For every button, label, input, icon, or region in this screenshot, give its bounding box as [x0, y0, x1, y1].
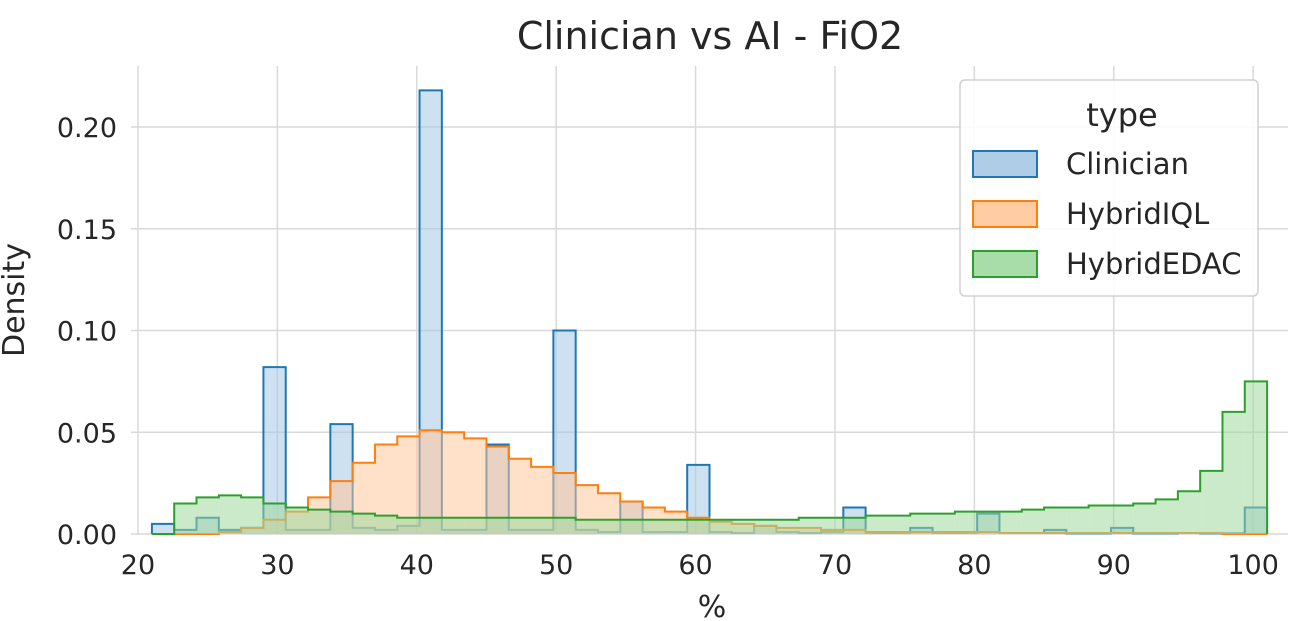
bar-hybridedac [620, 519, 643, 534]
legend-label: HybridIQL [1066, 197, 1209, 231]
bar-hybridedac [1133, 503, 1156, 534]
y-tick-label: 0.20 [57, 113, 117, 144]
x-axis-label: % [698, 590, 727, 621]
bar-hybridedac [1244, 381, 1268, 534]
bar-hybridedac [1066, 507, 1089, 534]
legend-label: Clinician [1066, 147, 1189, 181]
x-tick-label: 80 [957, 550, 991, 581]
bar-clinician [687, 464, 710, 534]
bar-hybridedac [999, 511, 1022, 534]
x-tick-label: 60 [678, 550, 712, 581]
bar-hybridedac [887, 515, 911, 534]
bar-hybridiql [374, 444, 398, 534]
bar-hybridedac [508, 517, 532, 534]
bar-hybridedac [553, 517, 576, 534]
bar-hybridedac [419, 517, 442, 534]
bar-hybridiql [464, 438, 487, 534]
bar-hybridiql [419, 430, 442, 534]
bar-hybridiql [397, 436, 420, 534]
bar-hybridedac [486, 517, 509, 534]
x-tick-label: 50 [539, 550, 573, 581]
bar-hybridedac [1110, 505, 1134, 534]
bar-hybridedac [464, 517, 487, 534]
bar-hybridedac [776, 519, 799, 534]
bar-hybridedac [1088, 505, 1111, 534]
bar-hybridedac [575, 519, 598, 534]
y-tick-label: 0.10 [57, 317, 117, 348]
x-tick-label: 20 [121, 550, 155, 581]
bar-hybridedac [1155, 499, 1178, 534]
legend: type Clinician HybridIQL HybridEDAC [959, 79, 1259, 297]
x-tick-label: 100 [1227, 550, 1279, 581]
bar-hybridedac [731, 519, 755, 534]
bar-hybridedac [1177, 491, 1201, 534]
bar-hybridedac [597, 519, 621, 534]
bar-clinician [263, 367, 286, 534]
y-axis-label: Density [0, 243, 32, 357]
bar-hybridedac [330, 511, 353, 534]
x-tick-label: 40 [400, 550, 434, 581]
legend-swatch [972, 200, 1038, 228]
axes: 20 30 40 50 60 70 80 90 100 0.00 0.05 0.10 0.15 0.20 [57, 113, 1279, 581]
bar-clinician [419, 90, 442, 534]
bar-hybridedac [174, 503, 197, 534]
bar-hybridedac [374, 515, 398, 534]
bar-hybridedac [843, 517, 866, 534]
series-hybridedac [151, 380, 1269, 535]
y-tick-label: 0.00 [57, 520, 117, 551]
histogram-bars [150, 89, 1269, 535]
y-tick-label: 0.05 [57, 418, 117, 449]
bar-hybridedac [196, 497, 219, 534]
legend-title: type [1086, 96, 1157, 134]
bar-hybridiql [441, 432, 465, 534]
bar-hybridedac [1044, 507, 1067, 534]
x-tick-label: 70 [818, 550, 852, 581]
legend-box [959, 79, 1259, 297]
bar-hybridedac [308, 509, 331, 534]
bar-hybridedac [709, 519, 732, 534]
legend-item-hybridedac: HybridEDAC [972, 247, 1242, 281]
bar-hybridedac [1222, 411, 1245, 534]
bar-hybridedac [1200, 470, 1223, 534]
bar-hybridedac [1021, 509, 1045, 534]
bar-hybridedac [954, 511, 978, 534]
bar-hybridiql [508, 458, 532, 534]
bar-hybridedac [642, 519, 665, 534]
legend-label: HybridEDAC [1066, 247, 1242, 281]
bar-hybridedac [865, 515, 888, 534]
y-tick-label: 0.15 [57, 215, 117, 246]
x-tick-label: 90 [1097, 550, 1131, 581]
bar-hybridedac [531, 517, 554, 534]
bar-hybridedac [664, 519, 688, 534]
outline-hybridedac [151, 380, 1269, 535]
legend-item-clinician: Clinician [972, 147, 1189, 181]
x-tick-label: 30 [260, 550, 294, 581]
bar-hybridedac [352, 513, 375, 534]
bar-hybridedac [285, 507, 309, 534]
bar-hybridiql [486, 446, 509, 534]
legend-item-hybridiql: HybridIQL [972, 197, 1209, 231]
bar-hybridedac [821, 517, 844, 534]
legend-swatch [972, 250, 1038, 278]
bar-clinician [151, 523, 175, 534]
bar-hybridedac [241, 497, 264, 534]
legend-swatch [972, 150, 1038, 178]
bar-hybridedac [263, 503, 286, 534]
bar-hybridedac [218, 495, 242, 534]
bar-hybridedac [932, 513, 955, 534]
chart-title: Clinician vs AI - FiO2 [517, 14, 903, 58]
bar-hybridedac [798, 517, 822, 534]
bar-hybridedac [910, 513, 933, 534]
bar-hybridedac [441, 517, 465, 534]
bar-hybridedac [977, 511, 1000, 534]
bar-hybridedac [397, 517, 420, 534]
bar-hybridedac [754, 519, 777, 534]
bar-hybridedac [687, 519, 710, 534]
